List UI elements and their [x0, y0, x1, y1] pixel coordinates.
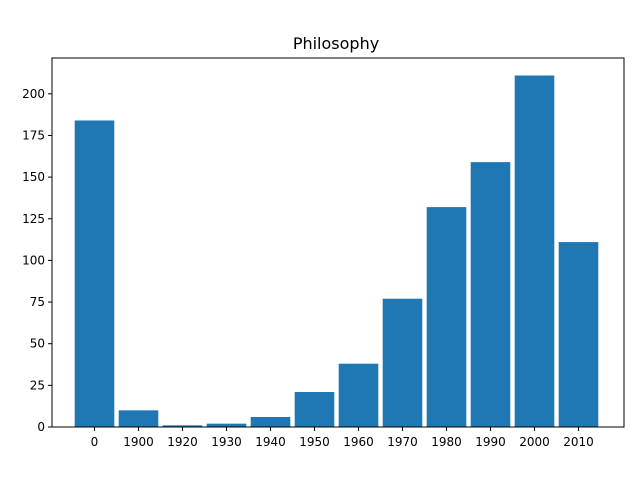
chart-title: Philosophy [293, 34, 379, 53]
y-tick-label: 175 [22, 128, 45, 142]
x-tick-label: 2000 [519, 435, 550, 449]
x-tick-label: 1980 [431, 435, 462, 449]
bar-1920 [162, 425, 203, 427]
y-axis: 0 25 50 75 100 125 150 175 200 [22, 87, 52, 434]
bar-0 [74, 120, 115, 427]
bar-1990 [470, 162, 511, 427]
y-tick-label: 50 [30, 337, 45, 351]
x-axis: 0 1900 1920 1930 1940 1950 1960 1970 1980 1990 200… [91, 427, 594, 449]
x-tick-label: 2010 [563, 435, 594, 449]
bar-1950 [294, 392, 335, 427]
x-tick-label: 1940 [255, 435, 286, 449]
x-tick-label: 1900 [123, 435, 154, 449]
y-tick-label: 75 [30, 295, 45, 309]
y-tick-label: 100 [22, 253, 45, 267]
x-tick-label: 1960 [343, 435, 374, 449]
y-tick-label: 0 [37, 420, 45, 434]
bar-1940 [250, 417, 291, 427]
bar-1930 [206, 423, 247, 427]
bar-1980 [426, 207, 467, 427]
y-tick-label: 125 [22, 212, 45, 226]
y-tick-label: 150 [22, 170, 45, 184]
bar-1900 [118, 410, 159, 427]
y-tick-label: 200 [22, 87, 45, 101]
x-tick-label: 0 [91, 435, 99, 449]
bar-1960 [338, 363, 379, 427]
x-tick-label: 1970 [387, 435, 418, 449]
y-tick-label: 25 [30, 378, 45, 392]
bar-1970 [382, 298, 423, 427]
bars-group [74, 75, 599, 428]
axes-frame [51, 57, 625, 428]
bar-2010 [558, 242, 599, 427]
x-tick-label: 1950 [299, 435, 330, 449]
x-tick-label: 1990 [475, 435, 506, 449]
bar-2000 [514, 75, 555, 428]
x-tick-label: 1930 [211, 435, 242, 449]
x-tick-label: 1920 [167, 435, 198, 449]
